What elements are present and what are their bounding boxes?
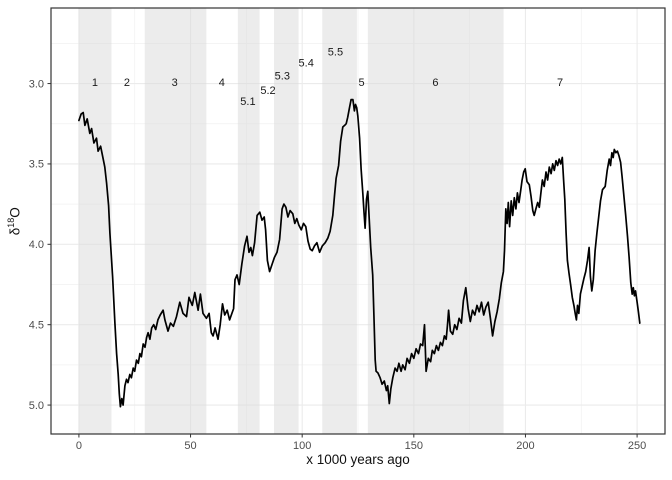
- stage-label-5.2: 5.2: [260, 85, 275, 97]
- stage-label-5: 5: [359, 77, 365, 89]
- y-axis-title-delta: δ: [7, 227, 23, 236]
- stage-bands: [78, 8, 504, 434]
- y-axis-title: δ18O: [6, 181, 23, 261]
- x-tick-label: 150: [405, 440, 423, 452]
- panel-border: [50, 7, 666, 435]
- stage-labels: 1 2 3 4 5 6 7 5.1 5.25.3 5.4 5.5: [92, 46, 563, 108]
- x-tick-label: 0: [76, 440, 82, 452]
- stage-label-4: 4: [219, 77, 225, 89]
- d18o-line: [78, 98, 641, 408]
- y-tick-label: 3.5: [29, 159, 44, 171]
- stage-band-6: [367, 8, 504, 434]
- stage-label-5.4: 5.4: [299, 58, 314, 70]
- stage-label-5.3: 5.3: [275, 71, 290, 83]
- x-tick-label: 50: [184, 440, 196, 452]
- stage-label-6: 6: [432, 77, 438, 89]
- stage-band-3: [144, 8, 207, 434]
- y-axis-title-element: O: [7, 207, 23, 218]
- stage-label-5.5: 5.5: [328, 46, 343, 58]
- y-tick-label: 3.0: [29, 78, 44, 90]
- x-tick-label: 100: [293, 440, 311, 452]
- stage-label-1: 1: [92, 77, 98, 89]
- x-axis-title: x 1000 years ago: [306, 452, 410, 467]
- stage-band-5.1: [237, 8, 260, 434]
- stage-label-5.1: 5.1: [240, 96, 255, 108]
- axis-tick-labels: 0 50 100 150 200 250 3.0 3.5 4.0 4.5 5.0: [29, 78, 647, 452]
- x-tick-label: 250: [628, 440, 646, 452]
- y-tick-label: 5.0: [29, 400, 44, 412]
- y-axis-title-superscript: 18: [5, 217, 16, 228]
- stage-label-7: 7: [557, 77, 563, 89]
- stage-band-5.5: [322, 8, 357, 434]
- y-tick-label: 4.0: [29, 239, 44, 251]
- y-tick-label: 4.5: [29, 319, 44, 331]
- stage-label-2: 2: [124, 77, 130, 89]
- stage-band-1: [78, 8, 112, 434]
- axis-ticks: [47, 83, 638, 438]
- stage-label-3: 3: [172, 77, 178, 89]
- x-tick-label: 200: [516, 440, 534, 452]
